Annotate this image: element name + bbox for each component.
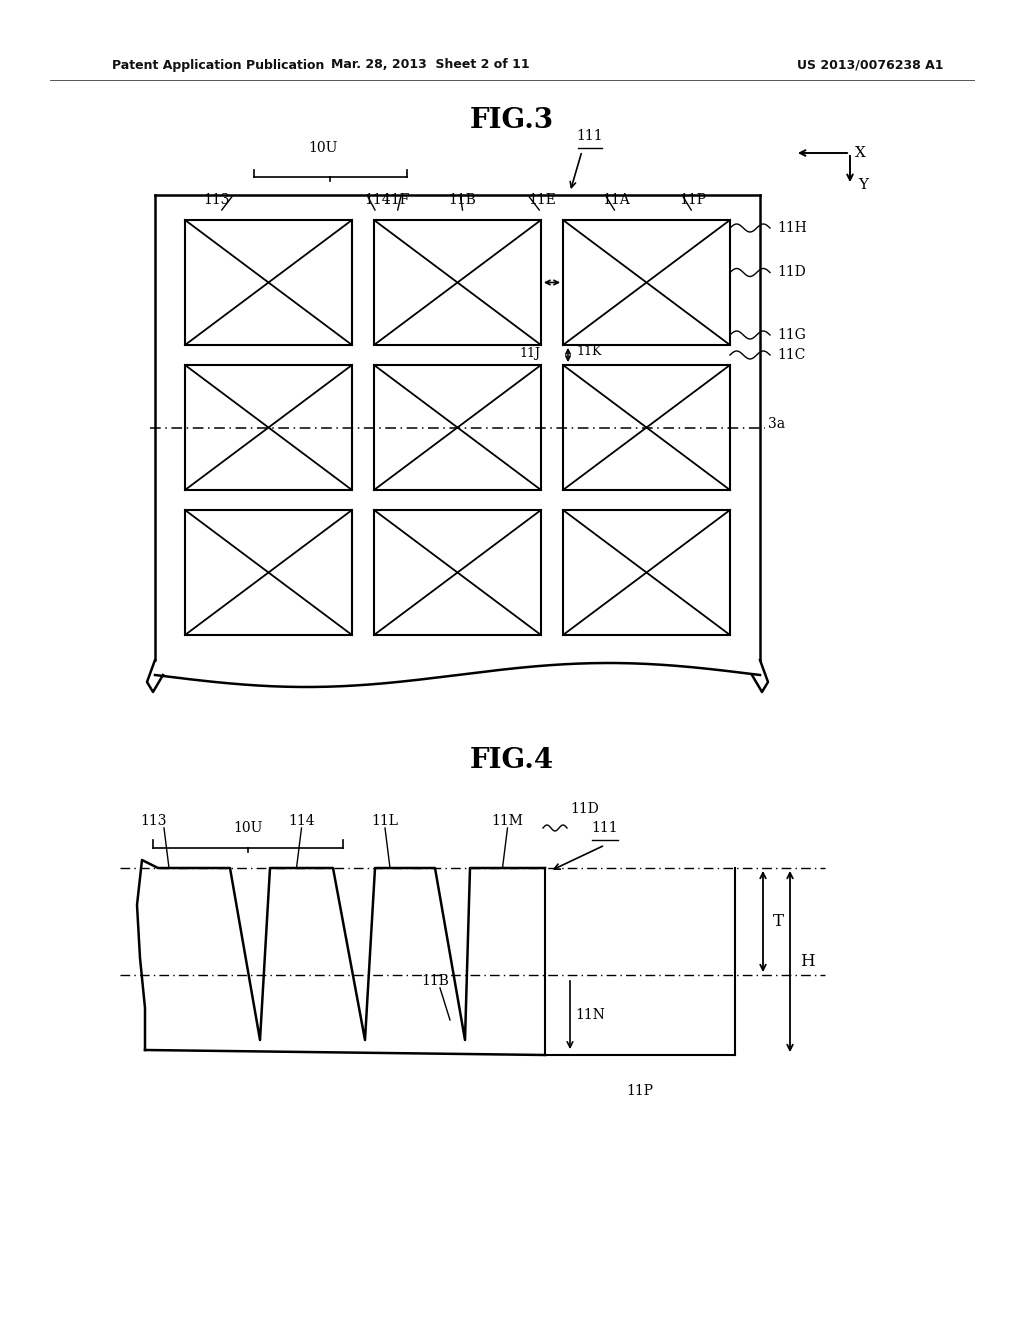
Text: FIG.3: FIG.3 <box>470 107 554 133</box>
Text: 11A: 11A <box>602 193 631 207</box>
Text: 10U: 10U <box>308 141 338 154</box>
Text: T: T <box>773 913 784 931</box>
Text: 111: 111 <box>592 821 618 836</box>
Text: 114: 114 <box>288 814 314 828</box>
Text: 3a: 3a <box>768 417 785 430</box>
Text: H: H <box>800 953 815 970</box>
Text: 10U: 10U <box>233 821 263 836</box>
Text: 11P: 11P <box>627 1084 653 1098</box>
Text: 11E: 11E <box>528 193 556 207</box>
Text: 11M: 11M <box>492 814 523 828</box>
Text: Mar. 28, 2013  Sheet 2 of 11: Mar. 28, 2013 Sheet 2 of 11 <box>331 58 529 71</box>
Text: 11K: 11K <box>575 345 601 358</box>
Text: 11H: 11H <box>777 220 807 235</box>
Text: 11J: 11J <box>519 347 541 360</box>
Text: 11F: 11F <box>382 193 410 207</box>
Text: 113: 113 <box>204 193 230 207</box>
Text: 11D: 11D <box>777 265 806 280</box>
Text: 11B: 11B <box>449 193 476 207</box>
Text: FIG.4: FIG.4 <box>470 747 554 774</box>
Text: 11B: 11B <box>421 974 449 987</box>
Text: 114: 114 <box>365 193 391 207</box>
Text: US 2013/0076238 A1: US 2013/0076238 A1 <box>797 58 943 71</box>
Text: X: X <box>855 147 866 160</box>
Text: Patent Application Publication: Patent Application Publication <box>112 58 325 71</box>
Text: 11N: 11N <box>575 1008 605 1022</box>
Text: 11C: 11C <box>777 348 805 362</box>
Text: 113: 113 <box>140 814 167 828</box>
Text: 11D: 11D <box>570 803 599 816</box>
Text: 11P: 11P <box>680 193 707 207</box>
Text: 11G: 11G <box>777 327 806 342</box>
Text: 111: 111 <box>577 129 603 143</box>
Text: 11L: 11L <box>372 814 398 828</box>
Text: Y: Y <box>858 178 868 191</box>
